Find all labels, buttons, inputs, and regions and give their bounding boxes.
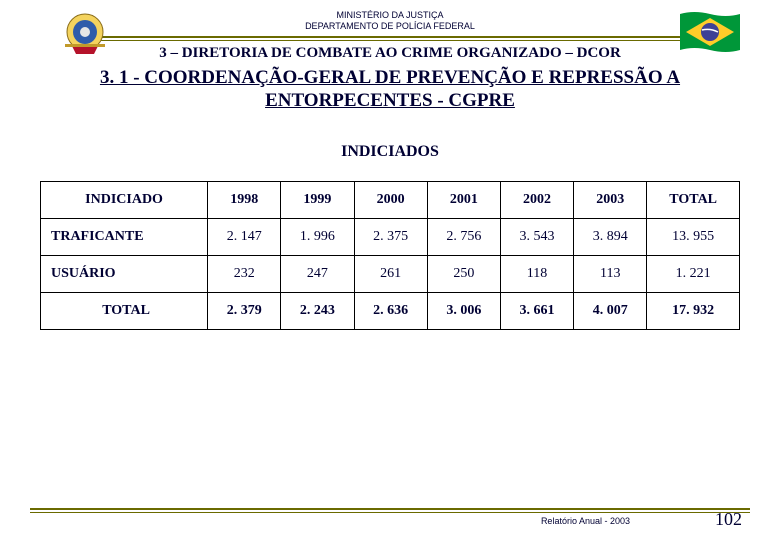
cell: 3. 894: [574, 219, 647, 256]
cell: 2. 375: [354, 219, 427, 256]
col-header: 1999: [281, 182, 354, 219]
cell: 1. 221: [647, 256, 740, 293]
col-header: 2001: [427, 182, 500, 219]
cell: 2. 756: [427, 219, 500, 256]
subsection-heading: 3. 1 - COORDENAÇÃO-GERAL DE PREVENÇÃO E …: [70, 66, 710, 114]
cell: 3. 006: [427, 293, 500, 330]
footer-report-label: Relatório Anual - 2003: [30, 516, 750, 526]
col-header: 2002: [500, 182, 573, 219]
footer-rule-thick: [30, 508, 750, 510]
ministry-line-1: MINISTÉRIO DA JUSTIÇA: [30, 10, 750, 21]
cell: 13. 955: [647, 219, 740, 256]
cell: 113: [574, 256, 647, 293]
cell: 4. 007: [574, 293, 647, 330]
col-header: 1998: [208, 182, 281, 219]
footer-rule-thin: [30, 512, 750, 513]
cell: 261: [354, 256, 427, 293]
cell: 2. 147: [208, 219, 281, 256]
ministry-line-2: DEPARTAMENTO DE POLÍCIA FEDERAL: [30, 21, 750, 32]
col-header: 2003: [574, 182, 647, 219]
row-label: TRAFICANTE: [41, 219, 208, 256]
page-number: 102: [715, 509, 742, 530]
header-rule-thick: [90, 36, 690, 38]
brazil-flag-icon: [678, 10, 742, 54]
table-row: TOTAL2. 3792. 2432. 6363. 0063. 6614. 00…: [41, 293, 740, 330]
row-label: TOTAL: [41, 293, 208, 330]
table-row: USUÁRIO2322472612501181131. 221: [41, 256, 740, 293]
cell: 250: [427, 256, 500, 293]
table-body: TRAFICANTE2. 1471. 9962. 3752. 7563. 543…: [41, 219, 740, 330]
federal-police-badge-icon: [60, 10, 110, 60]
header-rule-thin: [90, 40, 690, 41]
cell: 247: [281, 256, 354, 293]
cell: 232: [208, 256, 281, 293]
cell: 17. 932: [647, 293, 740, 330]
cell: 118: [500, 256, 573, 293]
table-row: TRAFICANTE2. 1471. 9962. 3752. 7563. 543…: [41, 219, 740, 256]
col-header: TOTAL: [647, 182, 740, 219]
indiciados-table: INDICIADO 1998 1999 2000 2001 2002 2003 …: [40, 181, 740, 330]
cell: 1. 996: [281, 219, 354, 256]
cell: 3. 543: [500, 219, 573, 256]
cell: 3. 661: [500, 293, 573, 330]
table-header-row: INDICIADO 1998 1999 2000 2001 2002 2003 …: [41, 182, 740, 219]
table-title: INDICIADOS: [0, 143, 780, 161]
cell: 2. 379: [208, 293, 281, 330]
col-header: INDICIADO: [41, 182, 208, 219]
cell: 2. 243: [281, 293, 354, 330]
row-label: USUÁRIO: [41, 256, 208, 293]
col-header: 2000: [354, 182, 427, 219]
cell: 2. 636: [354, 293, 427, 330]
footer: Relatório Anual - 2003 102: [30, 508, 750, 526]
section-heading: 3 – DIRETORIA DE COMBATE AO CRIME ORGANI…: [30, 45, 750, 62]
